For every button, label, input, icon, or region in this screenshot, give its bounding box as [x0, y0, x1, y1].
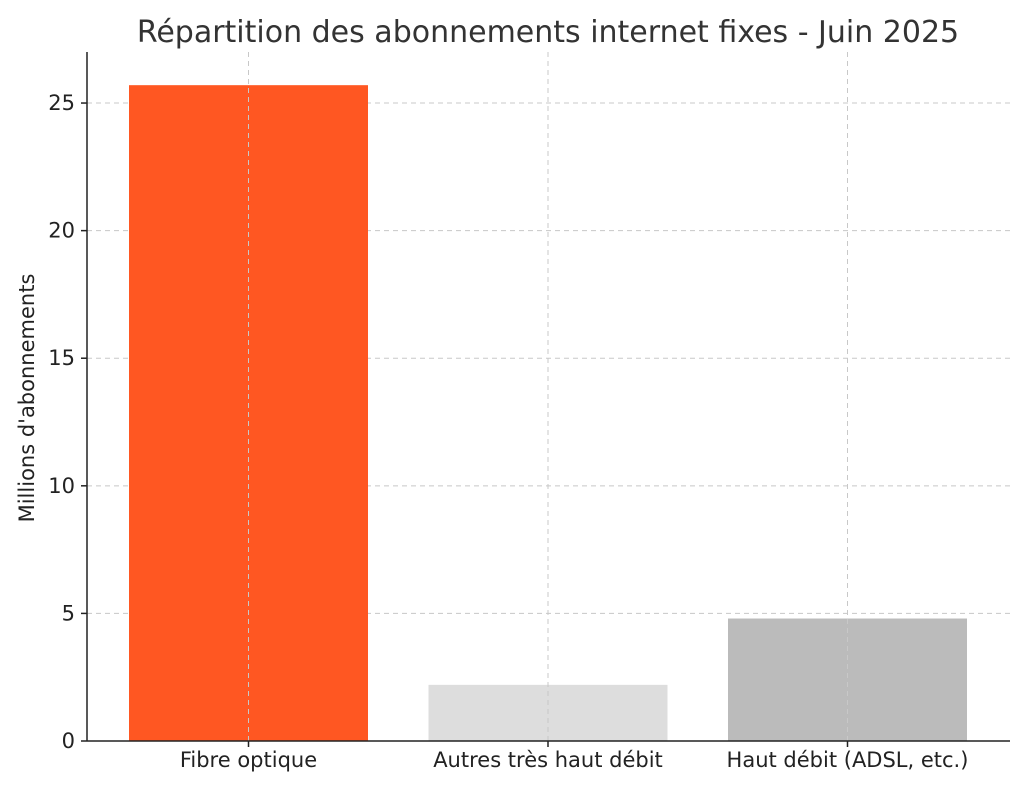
vertical-grid-layer	[248, 52, 848, 741]
y-tick-label-5: 5	[62, 601, 75, 625]
axes-layer	[81, 52, 1010, 747]
y-tick-label-10: 10	[48, 474, 75, 498]
y-tick-label-0: 0	[62, 729, 75, 753]
y-tick-labels: 0 5 10 15 20 25	[48, 91, 75, 753]
y-tick-label-20: 20	[48, 219, 75, 243]
chart-title: Répartition des abonnements internet fix…	[137, 15, 959, 50]
y-tick-label-15: 15	[48, 346, 75, 370]
x-tick-labels: Fibre optique Autres très haut débit Haut …	[180, 748, 969, 772]
y-axis-label: Millions d'abonnements	[15, 274, 39, 523]
x-tick-label-3: Haut débit (ADSL, etc.)	[727, 748, 969, 772]
y-tick-label-25: 25	[48, 91, 75, 115]
x-tick-label-2: Autres très haut débit	[433, 748, 663, 772]
x-tick-label-1: Fibre optique	[180, 748, 317, 772]
